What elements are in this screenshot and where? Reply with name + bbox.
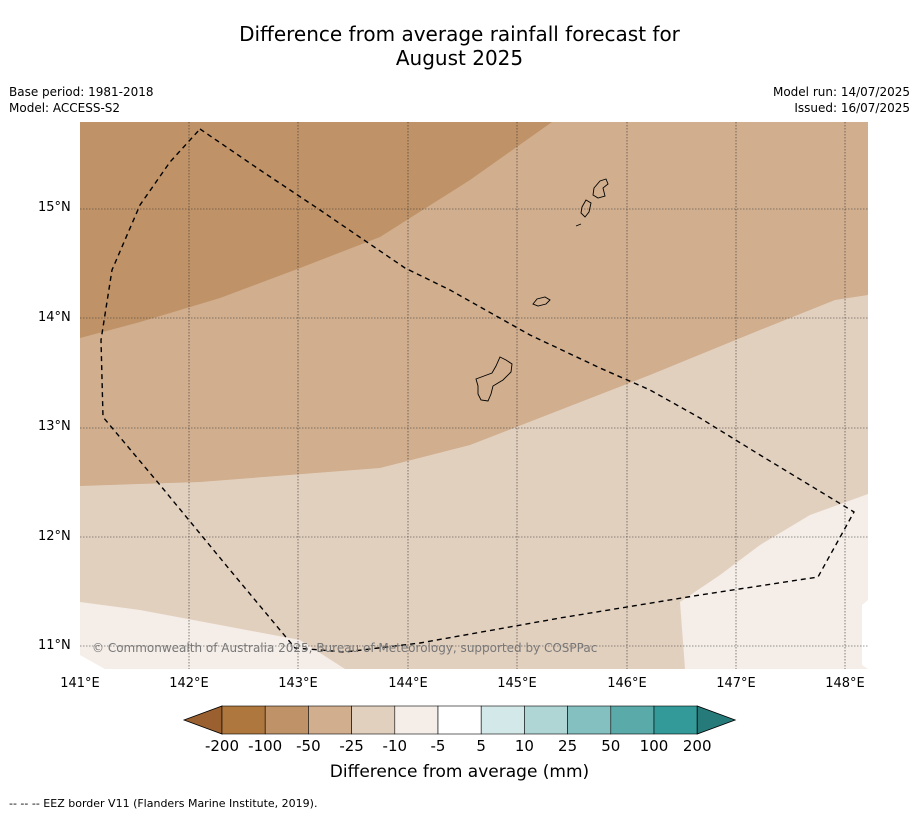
colorbar-tick-label: 10 [514, 737, 534, 755]
lon-label-147e: 147°E [716, 676, 756, 691]
band-minus-5-right [680, 494, 868, 669]
colorbar-tick-label: -100 [248, 737, 283, 755]
lon-label-148e: 148°E [825, 676, 865, 691]
issued-date: Issued: 16/07/2025 [794, 101, 910, 115]
islands [475, 178, 609, 402]
map-area [80, 122, 868, 669]
colorbar-tick-label: -25 [339, 737, 364, 755]
lat-label-15n: 15°N [38, 200, 71, 215]
colorbar-tick-label: 25 [558, 737, 578, 755]
colorbar-tick-label: -200 [204, 737, 240, 755]
lon-label-146e: 146°E [607, 676, 647, 691]
colorbar-tick-label: -5 [430, 737, 446, 755]
island-tinian [580, 199, 592, 218]
title-line-2: August 2025 [395, 46, 524, 70]
lon-label-143e: 143°E [278, 676, 318, 691]
gridlines [80, 122, 868, 669]
eez-legend-note: -- -- -- EEZ border V11 (Flanders Marine… [9, 797, 318, 810]
island-guam [475, 356, 513, 402]
colorbar-tick-label: 50 [601, 737, 621, 755]
lat-label-13n: 13°N [38, 419, 71, 434]
eez-border [100, 128, 855, 653]
lat-label-11n: 11°N [38, 638, 71, 653]
lon-label-144e: 144°E [388, 676, 428, 691]
lat-label-12n: 12°N [38, 529, 71, 544]
band-5-sliver [862, 600, 868, 669]
map-title: Difference from average rainfall forecas… [0, 22, 919, 70]
meta-left: Base period: 1981-2018 Model: ACCESS-S2 [9, 84, 154, 116]
band-minus-5-left [80, 602, 345, 669]
island-aguijan [575, 223, 582, 227]
colorbar-tick-label: -50 [296, 737, 321, 755]
colorbar-tick-label: -10 [382, 737, 408, 755]
colorbar-tick-label: 100 [639, 737, 669, 755]
lon-label-142e: 142°E [169, 676, 209, 691]
island-rota [532, 296, 551, 307]
colorbar-tick-label: 200 [682, 737, 712, 755]
model-run: Model run: 14/07/2025 [772, 85, 910, 99]
model-name: Model: ACCESS-S2 [9, 101, 121, 115]
colorbar-tick-label: 5 [476, 737, 486, 755]
colorbar-title: Difference from average (mm) [329, 762, 590, 782]
band-5-corner [80, 655, 105, 669]
copyright-notice: © Commonwealth of Australia 2025, Bureau… [92, 641, 598, 655]
band-minus-50 [80, 122, 552, 338]
title-line-1: Difference from average rainfall forecas… [239, 22, 680, 46]
island-saipan [592, 178, 609, 199]
lon-label-145e: 145°E [497, 676, 537, 691]
lon-label-141e: 141°E [60, 676, 100, 691]
meta-right: Model run: 14/07/2025 Issued: 16/07/2025 [773, 84, 910, 116]
base-period: Base period: 1981-2018 [9, 85, 154, 99]
lat-label-14n: 14°N [38, 310, 71, 325]
